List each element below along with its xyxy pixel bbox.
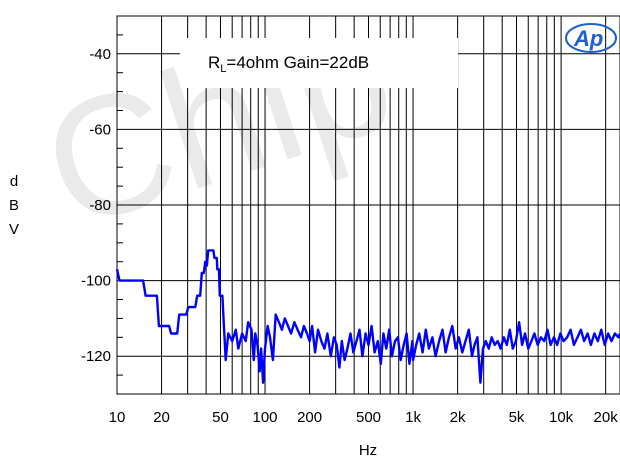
y-tick-label: -40 <box>89 46 111 63</box>
y-axis-title-letter-3: V <box>9 221 19 238</box>
x-axis: 10 20 50 100 200 500 1k 2k 5k 10k 20k <box>109 409 619 426</box>
x-tick-label: 200 <box>297 409 322 426</box>
x-axis-title: Hz <box>359 442 377 459</box>
y-axis: -40 -60 -80 -100 -120 <box>81 46 111 365</box>
x-tick-label: 20 <box>153 409 170 426</box>
x-tick-label: 2k <box>450 409 466 426</box>
ap-logo: Ap <box>565 23 617 53</box>
x-tick-label: 10k <box>549 409 574 426</box>
x-tick-label: 10 <box>109 409 126 426</box>
y-tick-label: -120 <box>81 348 111 365</box>
x-tick-label: 20k <box>594 409 619 426</box>
ap-logo-text: Ap <box>573 26 603 51</box>
x-tick-label: 500 <box>356 409 381 426</box>
x-tick-label: 50 <box>212 409 229 426</box>
series <box>115 249 620 384</box>
x-tick-label: 100 <box>253 409 278 426</box>
x-tick-label: 5k <box>509 409 525 426</box>
plot-frame <box>116 15 620 395</box>
y-axis-title-letter-1: d <box>10 173 18 190</box>
annotation-label: RL=4ohm Gain=22dB <box>208 53 369 75</box>
y-tick-label: -60 <box>89 121 111 138</box>
y-tick-label: -100 <box>81 273 111 290</box>
y-axis-title-letter-2: B <box>9 197 19 214</box>
series-line-1 <box>115 249 620 384</box>
y-axis-title: d B V <box>9 173 19 238</box>
x-tick-label: 1k <box>405 409 421 426</box>
y-tick-label: -80 <box>89 197 111 214</box>
annotation-box: RL=4ohm Gain=22dB <box>180 38 458 88</box>
